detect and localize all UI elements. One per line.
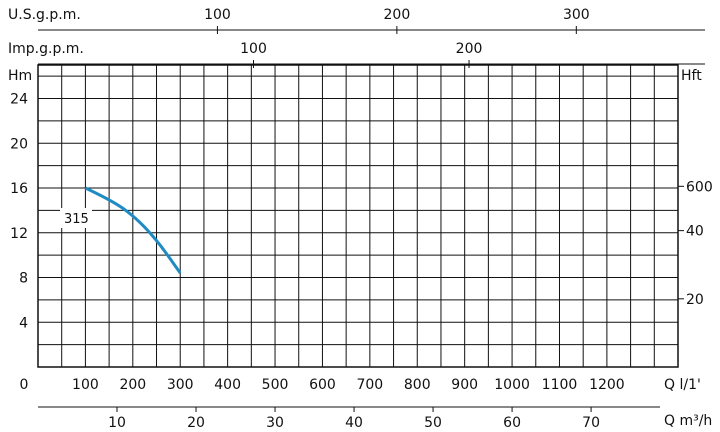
m3h-tick-label: 30 xyxy=(266,415,284,431)
y-right-tick-label: 600 xyxy=(686,179,713,195)
m3h-tick-label: 60 xyxy=(503,415,521,431)
y-left-tick-label: 16 xyxy=(10,181,28,197)
us-gpm-tick-label: 300 xyxy=(563,7,590,23)
imp-gpm-tick-label: 200 xyxy=(456,41,483,57)
plot-frame xyxy=(37,64,679,368)
chart-grid xyxy=(38,65,678,367)
x-axis-ticks: 0 100 200 300 400 500 600 700 800 900 1000 1100 1200 xyxy=(20,377,625,393)
x-tick-label: 1200 xyxy=(589,377,625,393)
imp-gpm-tick-label: 100 xyxy=(240,41,267,57)
x-tick-label: 100 xyxy=(72,377,99,393)
y-left-tick-label: 12 xyxy=(10,226,28,242)
m3h-axis-ticks: 10 20 30 40 50 60 70 xyxy=(108,407,600,431)
us-gpm-axis-label: U.S.g.p.m. xyxy=(8,7,81,23)
x-tick-label: 200 xyxy=(119,377,146,393)
m3h-tick-label: 40 xyxy=(345,415,363,431)
y-right-tick-label: 40 xyxy=(686,224,704,240)
us-gpm-tick-label: 200 xyxy=(384,7,411,23)
x-tick-label: 700 xyxy=(356,377,383,393)
x-tick-label: 900 xyxy=(451,377,478,393)
y-left-tick-label: 20 xyxy=(10,136,28,152)
us-gpm-axis: U.S.g.p.m. 100 200 300 xyxy=(8,7,705,34)
x-tick-label: 1000 xyxy=(494,377,530,393)
x-tick-label: 800 xyxy=(404,377,431,393)
y-axis-left-label: Hm xyxy=(8,68,32,84)
series-label-bg xyxy=(60,208,92,228)
m3h-tick-label: 70 xyxy=(582,415,600,431)
y-right-ticks: 20 40 600 xyxy=(678,179,713,308)
y-left-tick-label: 4 xyxy=(19,315,28,331)
y-right-tick-label: 20 xyxy=(686,292,704,308)
y-axis-right-label: Hft xyxy=(681,68,702,84)
m3h-axis-label: Q m³/h xyxy=(664,413,712,429)
us-gpm-tick-label: 100 xyxy=(204,7,231,23)
series-315-curve xyxy=(84,186,182,275)
m3h-tick-label: 50 xyxy=(424,415,442,431)
y-left-tick-label: 8 xyxy=(19,271,28,287)
m3h-tick-label: 20 xyxy=(187,415,205,431)
y-left-tick-label: 24 xyxy=(10,92,28,108)
series-315-label: 315 xyxy=(64,212,89,227)
x-tick-label: 1100 xyxy=(542,377,578,393)
x-tick-label: 300 xyxy=(167,377,194,393)
x-tick-label: 0 xyxy=(20,377,29,393)
x-tick-label: 600 xyxy=(309,377,336,393)
x-tick-label: 400 xyxy=(214,377,241,393)
imp-gpm-axis-label: Imp.g.p.m. xyxy=(8,41,84,57)
imp-gpm-axis: Imp.g.p.m. 100 200 xyxy=(8,41,705,68)
x-tick-label: 500 xyxy=(262,377,289,393)
m3h-tick-label: 10 xyxy=(108,415,126,431)
x-axis-label: Q l/1' xyxy=(664,377,701,393)
y-left-ticks: 4 8 12 16 20 24 xyxy=(10,92,28,332)
